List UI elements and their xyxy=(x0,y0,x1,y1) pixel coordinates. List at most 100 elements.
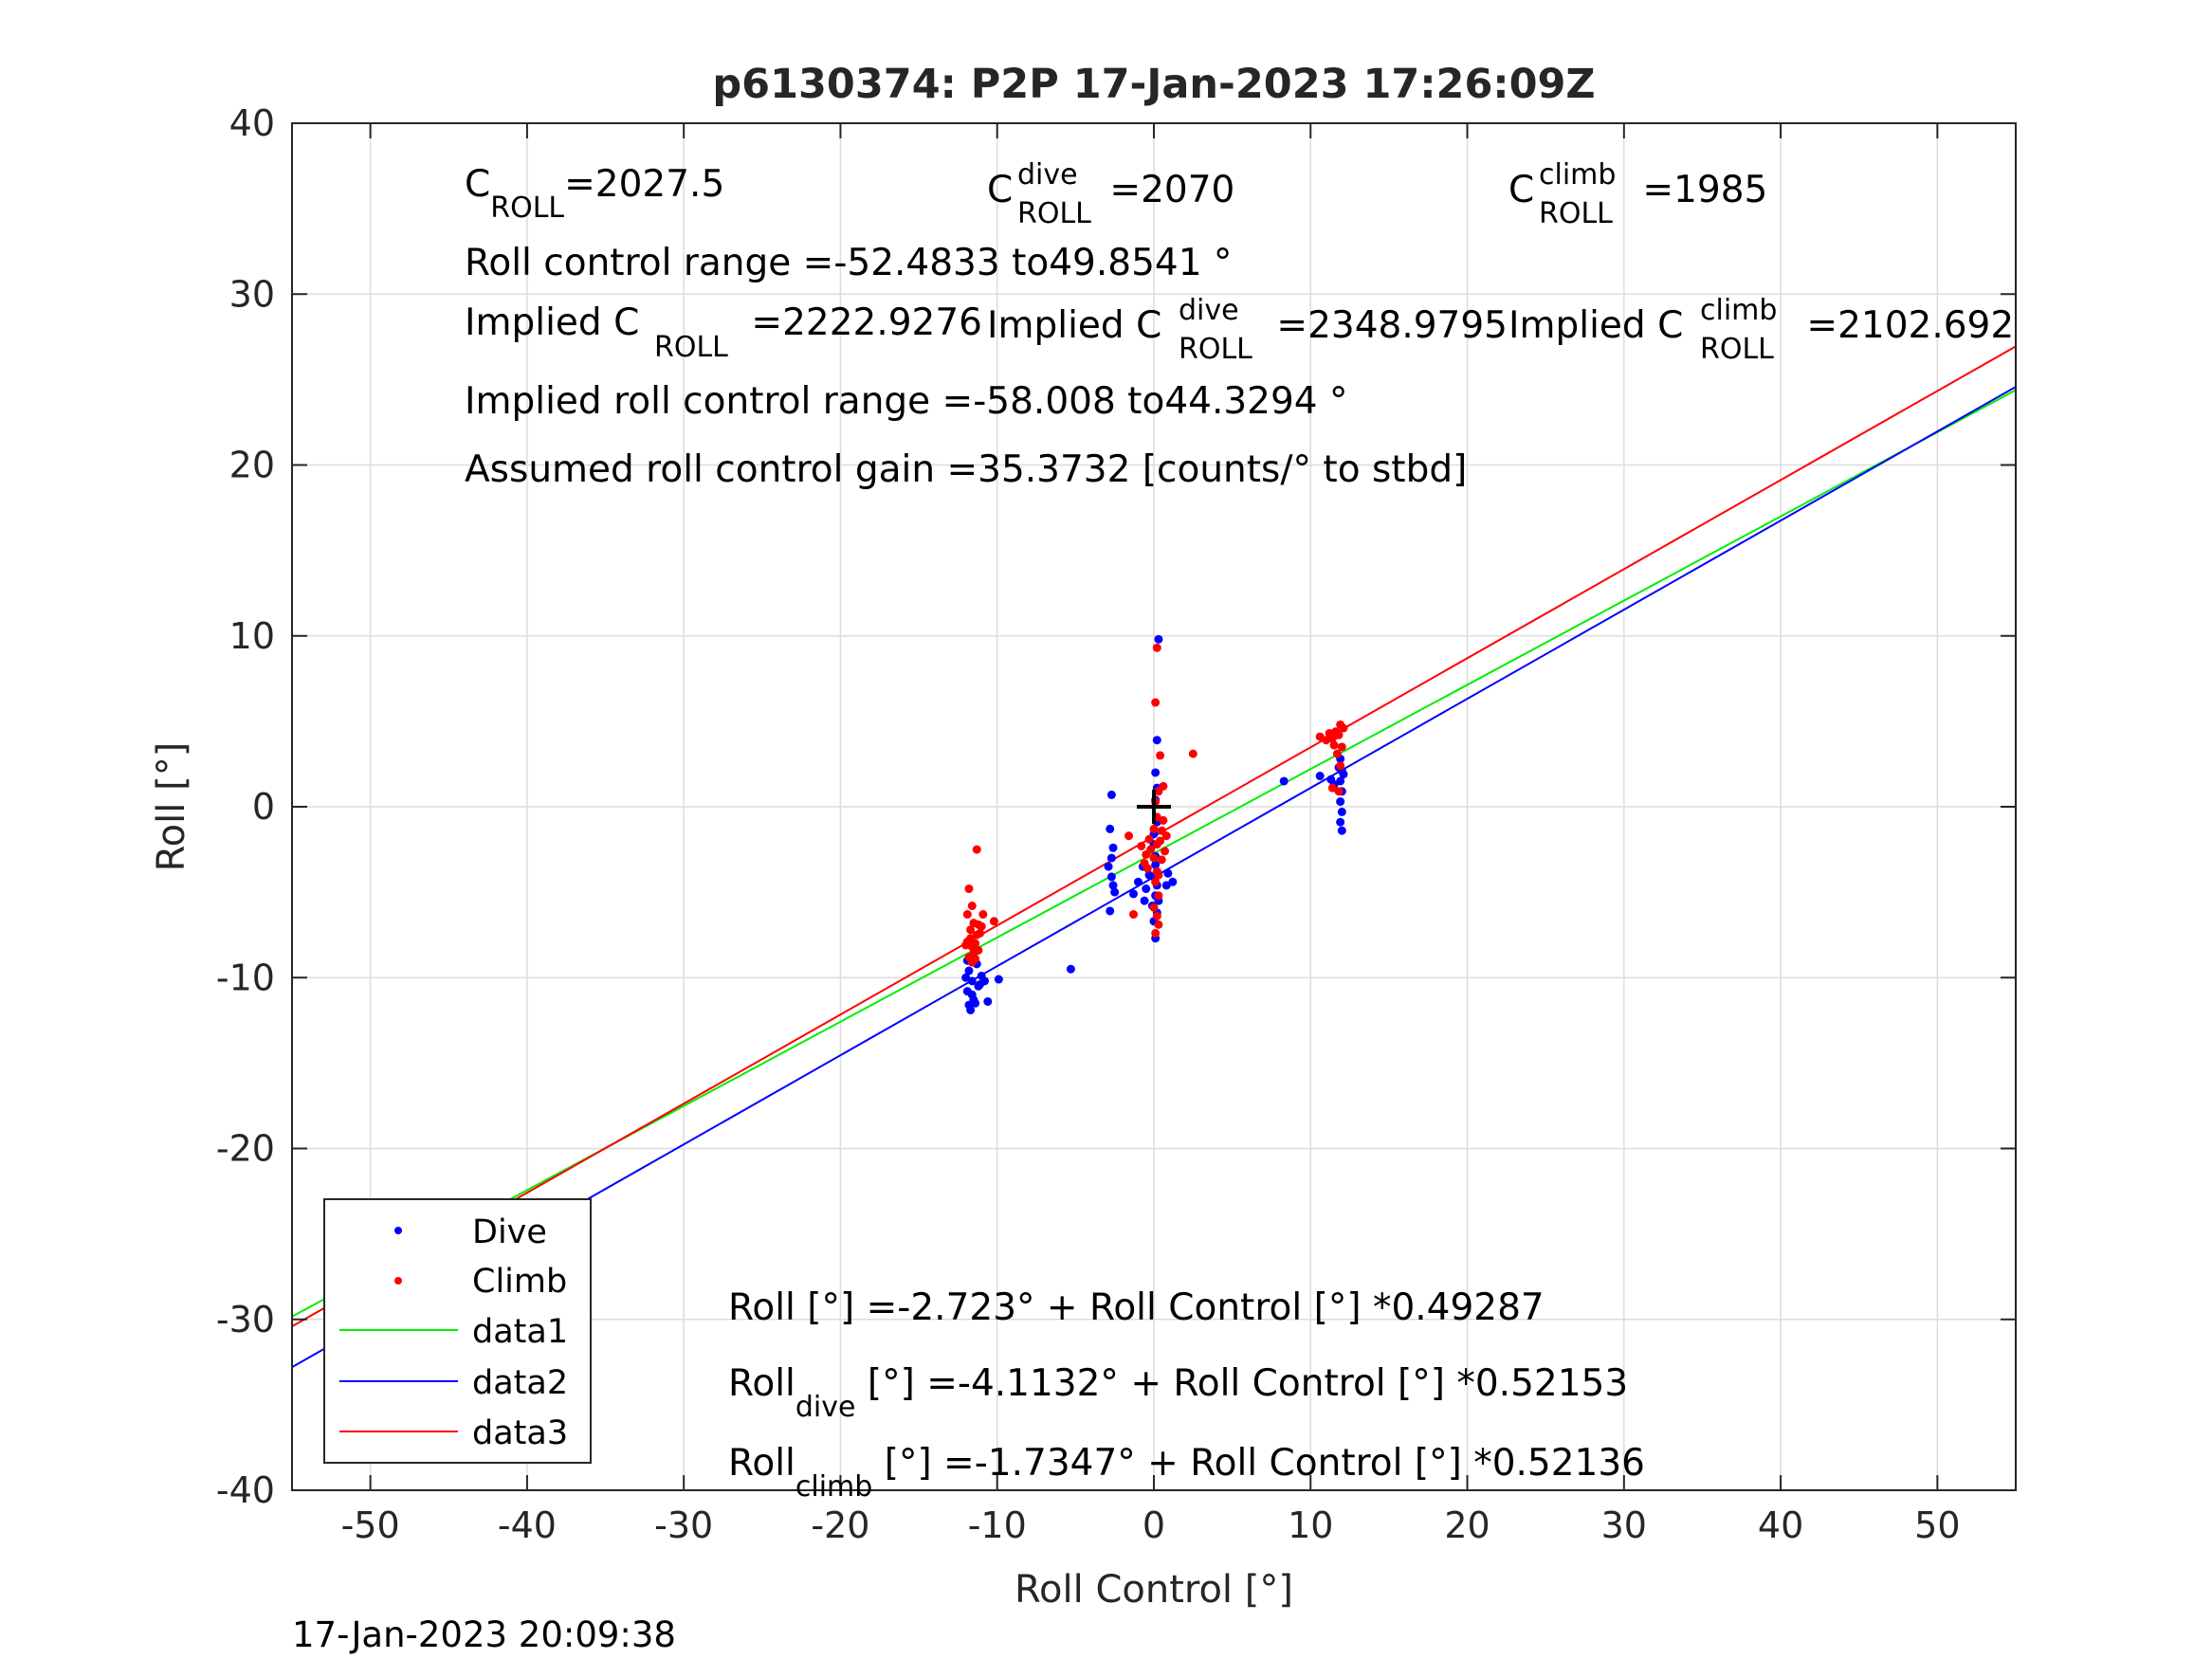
legend-swatch-climb xyxy=(394,1277,402,1285)
climb-point xyxy=(1154,891,1163,901)
series-climb xyxy=(961,643,1348,967)
y-tick-label: 10 xyxy=(229,615,275,657)
climb-point xyxy=(1144,834,1154,844)
x-tick-label: -20 xyxy=(811,1504,869,1546)
dive-point xyxy=(1108,843,1118,852)
dive-point xyxy=(994,975,1003,984)
climb-point xyxy=(1124,831,1134,841)
fit-climb-equation: Rollclimb [°] =-1.7347° + Roll Control [… xyxy=(728,1442,1645,1504)
assumed-gain-annotation: Assumed roll control gain =35.3732 [coun… xyxy=(465,448,1467,491)
legend-label-data2: data2 xyxy=(472,1364,568,1402)
dive-point xyxy=(1110,887,1120,897)
climb-point xyxy=(1159,781,1168,791)
dive-point xyxy=(961,973,971,982)
climb-point xyxy=(1157,855,1166,865)
climb-point xyxy=(1337,742,1346,752)
climb-point xyxy=(1143,864,1152,873)
legend-label-climb: Climb xyxy=(472,1263,567,1301)
y-tick-label: 20 xyxy=(229,445,275,486)
x-tick-label: -50 xyxy=(341,1504,400,1546)
dive-point xyxy=(1129,889,1139,899)
y-tick-label: 0 xyxy=(252,786,275,828)
dive-point xyxy=(967,976,977,986)
climb-point xyxy=(962,910,972,920)
climb-point xyxy=(967,957,977,967)
dive-point xyxy=(1315,772,1325,781)
dive-point xyxy=(1140,896,1149,905)
legend: Dive Climb data1 data2 data3 xyxy=(323,1198,592,1464)
x-tick-label: -30 xyxy=(654,1504,713,1546)
climb-point xyxy=(1152,911,1161,921)
x-tick-label: -40 xyxy=(498,1504,557,1546)
dive-point xyxy=(1108,881,1118,890)
dive-point xyxy=(1106,853,1116,863)
climb-point xyxy=(1161,847,1170,856)
dive-point xyxy=(1336,797,1345,807)
legend-label-dive: Dive xyxy=(472,1213,547,1251)
x-tick-label: 0 xyxy=(1143,1504,1165,1546)
x-tick-label: 30 xyxy=(1601,1504,1647,1546)
legend-swatch-dive xyxy=(394,1227,402,1234)
x-tick-label: -10 xyxy=(968,1504,1027,1546)
climb-point xyxy=(1327,783,1337,793)
dive-point xyxy=(1336,817,1345,827)
implied-roll-control-range-annotation: Implied roll control range =-58.008 to44… xyxy=(465,380,1348,423)
fit-dive-equation: Rolldive [°] =-4.1132° + Roll Control [°… xyxy=(728,1362,1628,1424)
y-tick-label: 30 xyxy=(229,273,275,315)
dive-point xyxy=(1133,877,1143,886)
climb-point xyxy=(1188,749,1197,758)
y-axis-label: Roll [°] xyxy=(150,742,193,872)
dive-point xyxy=(1161,881,1171,890)
implied-c-roll-annotation: Implied CROLL =2222.9276 xyxy=(465,301,982,364)
climb-point xyxy=(1129,910,1139,920)
dive-point xyxy=(1151,860,1161,869)
dive-point xyxy=(1339,770,1348,779)
chart-title: p6130374: P2P 17-Jan-2023 17:26:09Z xyxy=(712,61,1595,108)
climb-point xyxy=(978,910,988,920)
climb-point xyxy=(1334,787,1344,796)
axis-ticks: -50 -40 -30 -20 -10 0 10 20 30 40 50 -40 -30 -20 -10 0 1… xyxy=(216,102,2017,1546)
x-tick-label: 40 xyxy=(1758,1504,1803,1546)
centroid-marker xyxy=(1137,790,1171,824)
x-tick-label: 10 xyxy=(1288,1504,1333,1546)
y-tick-label: -10 xyxy=(216,957,275,998)
climb-point xyxy=(1161,831,1171,841)
legend-label-data3: data3 xyxy=(472,1414,568,1452)
dive-point xyxy=(1163,868,1173,878)
climb-point xyxy=(1151,877,1161,886)
dive-point xyxy=(983,996,993,1006)
climb-point xyxy=(977,921,986,931)
dive-point xyxy=(980,976,990,986)
c-roll-annotation: CROLL=2027.5 xyxy=(465,163,724,225)
climb-point xyxy=(1146,845,1156,854)
climb-point xyxy=(1329,740,1339,750)
climb-point xyxy=(961,940,971,950)
y-tick-label: -30 xyxy=(216,1299,275,1340)
climb-point xyxy=(1154,920,1163,929)
dive-point xyxy=(1154,634,1163,644)
dive-point xyxy=(1337,807,1346,816)
x-axis-label: Roll Control [°] xyxy=(1015,1568,1293,1612)
fit-all-equation: Roll [°] =-2.723° + Roll Control [°] *0.… xyxy=(728,1286,1545,1329)
climb-point xyxy=(1149,902,1159,912)
dive-point xyxy=(1336,776,1345,786)
x-tick-label: 50 xyxy=(1914,1504,1960,1546)
climb-point xyxy=(1149,824,1159,833)
dive-point xyxy=(1279,776,1289,786)
dive-point xyxy=(1337,826,1346,835)
climb-point xyxy=(1154,870,1163,880)
dive-point xyxy=(967,990,977,999)
y-tick-label: -40 xyxy=(216,1469,275,1511)
climb-point xyxy=(1156,751,1165,760)
climb-point xyxy=(967,902,977,911)
climb-point xyxy=(966,925,976,935)
climb-point xyxy=(1332,749,1342,758)
dive-point xyxy=(1142,884,1151,894)
climb-point xyxy=(1159,815,1168,825)
dive-point xyxy=(1168,877,1178,886)
